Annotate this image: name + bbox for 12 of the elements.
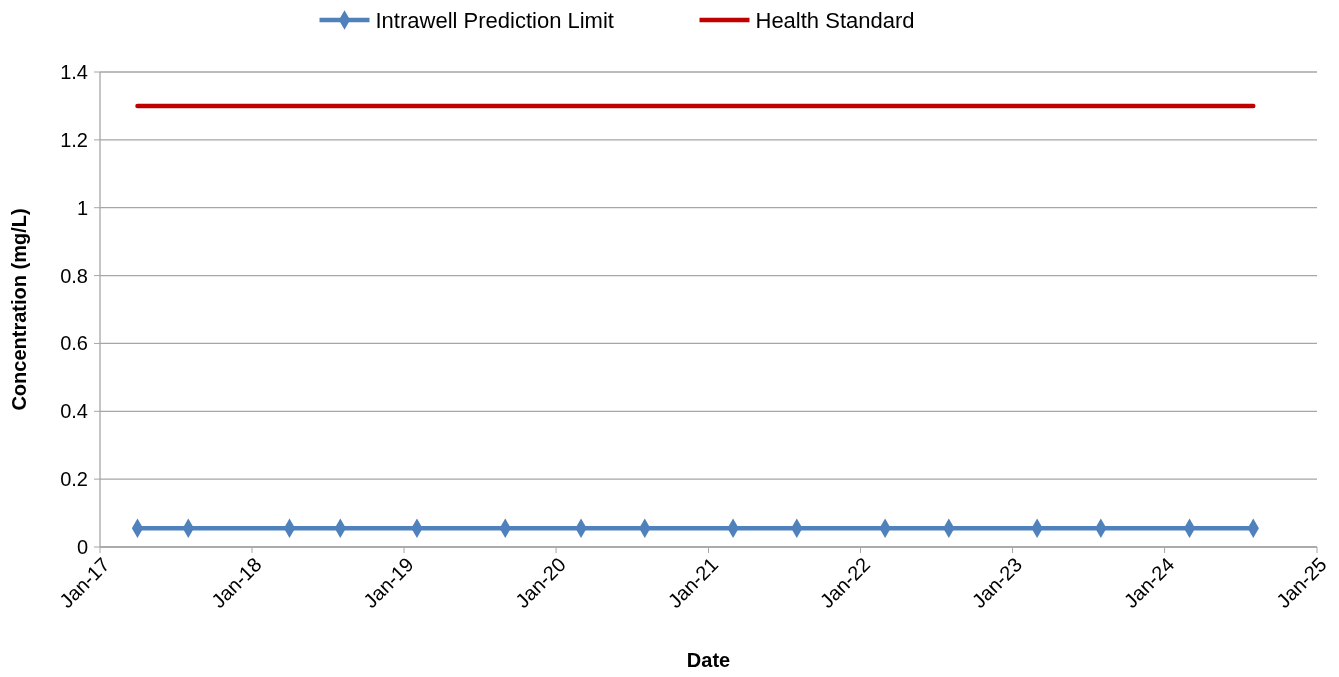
y-axis-title: Concentration (mg/L)	[8, 208, 30, 411]
y-tick-label: 0.4	[60, 400, 88, 423]
x-axis-title: Date	[686, 649, 731, 671]
y-tick-label: 0.2	[60, 468, 88, 491]
legend-label: Health Standard	[755, 7, 915, 33]
legend-label: Intrawell Prediction Limit	[375, 7, 614, 33]
y-tick-label: 0	[76, 536, 88, 558]
y-tick-label: 1.2	[60, 128, 88, 151]
y-tick-label: 0.8	[60, 264, 88, 287]
y-tick-label: 1.4	[60, 61, 88, 83]
y-tick-label: 1	[76, 196, 88, 219]
y-tick-label: 0.6	[60, 332, 88, 355]
